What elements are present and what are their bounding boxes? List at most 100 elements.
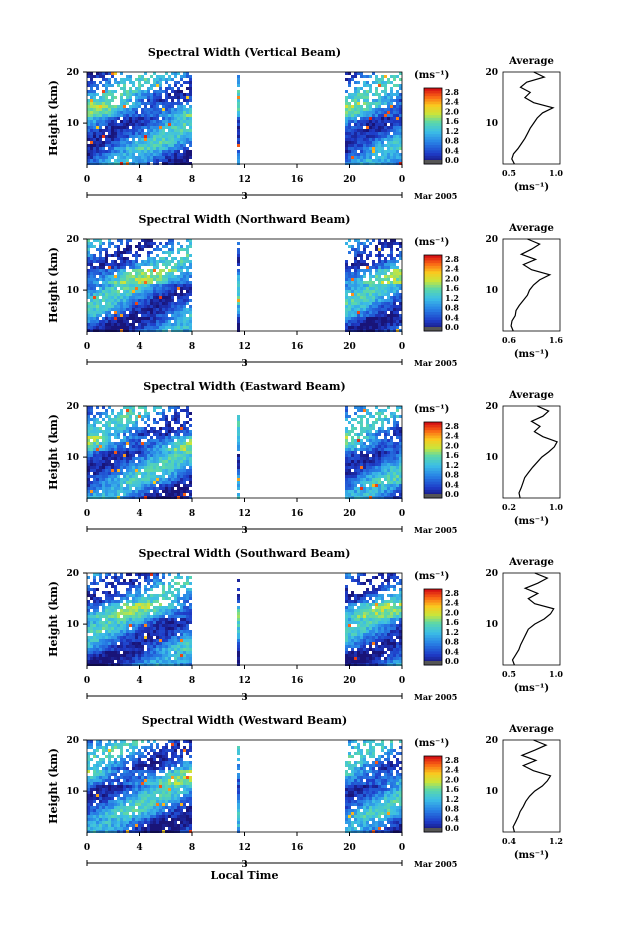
heatmap-cell [147,323,150,326]
heatmap-cell [159,150,162,153]
heatmap-cell [156,496,159,499]
heatmap-cell [123,278,126,281]
heatmap-cell [393,487,396,490]
heatmap-cell [363,132,366,135]
x-tick-label: 0 [399,342,405,352]
heatmap-cell [114,633,117,636]
heatmap-cell [147,412,150,415]
heatmap-cell [396,475,399,478]
heatmap-cell [117,123,120,126]
heatmap-cell [381,299,384,302]
heatmap-cell [345,406,348,409]
heatmap-cell [189,254,192,257]
heatmap-cell [153,111,156,114]
heatmap-cell [189,120,192,123]
colorbar-tick-label: 0.0 [445,489,459,499]
heatmap-cell [150,299,153,302]
colorbar-swatch [424,104,442,108]
heatmap-cell [177,156,180,159]
heatmap-cell [180,266,183,269]
heatmap-cell [108,147,111,150]
heatmap-cell [171,442,174,445]
heatmap-cell [165,445,168,448]
heatmap-cell [108,84,111,87]
heatmap-cell [363,430,366,433]
heatmap-cell [156,311,159,314]
heatmap-cell [237,481,240,484]
heatmap-cell [96,457,99,460]
heatmap-cell [135,496,138,499]
heatmap-cell [147,281,150,284]
heatmap-cell [90,624,93,627]
colorbar-tick-label: 1.6 [445,283,459,293]
heatmap-cell [399,281,402,284]
colorbar-frame [423,254,443,332]
heatmap-cell [183,472,186,475]
heatmap-cell [102,648,105,651]
heatmap-cell [372,239,375,242]
colorbar-swatch [424,271,442,275]
heatmap-cell [384,469,387,472]
heatmap-cell [348,305,351,308]
date-label: Mar 2005 [414,525,457,535]
heatmap-cell [105,624,108,627]
heatmap-cell [363,469,366,472]
heatmap-cell [102,642,105,645]
heatmap-cell [180,463,183,466]
heatmap-cell [396,129,399,132]
heatmap-cell [159,308,162,311]
heatmap-cell [348,123,351,126]
heatmap-cell [117,126,120,129]
heatmap-cell [156,150,159,153]
heatmap-cell [138,147,141,150]
heatmap-cell [99,132,102,135]
heatmap-cell [189,263,192,266]
heatmap-cell [105,272,108,275]
heatmap-cell [171,105,174,108]
heatmap-cell [168,111,171,114]
heatmap-cell [351,144,354,147]
heatmap-cell [138,263,141,266]
heatmap-cell [369,150,372,153]
heatmap-cell [111,487,114,490]
colorbar-tick-label: 0.8 [445,303,459,313]
heatmap-cell [390,284,393,287]
heatmap-cell [360,415,363,418]
heatmap-cell [378,141,381,144]
heatmap-cell [135,314,138,317]
heatmap-cell [177,284,180,287]
heatmap-cell [141,99,144,102]
heatmap-cell [174,84,177,87]
colorbar-swatch [424,295,442,299]
heatmap-cell [360,278,363,281]
heatmap-cell [186,108,189,111]
heatmap-cell [126,108,129,111]
heatmap-cell [390,99,393,102]
heatmap-cell [360,466,363,469]
average-title: Average [508,56,554,67]
heatmap-cell [183,433,186,436]
heatmap-cell [120,606,123,609]
heatmap-cell [168,114,171,117]
heatmap-cell [105,415,108,418]
heatmap-cell [372,72,375,75]
heatmap-cell [165,454,168,457]
heatmap-cell [369,320,372,323]
heatmap-cell [105,496,108,499]
heatmap-cell [129,633,132,636]
heatmap-cell [387,317,390,320]
heatmap-cell [357,138,360,141]
heatmap-cell [396,123,399,126]
heatmap-cell [99,141,102,144]
heatmap-cell [114,138,117,141]
heatmap-cell [144,472,147,475]
heatmap-cell [366,132,369,135]
heatmap-cell [90,645,93,648]
heatmap-cell [117,457,120,460]
heatmap-cell [354,439,357,442]
heatmap-cell [156,135,159,138]
heatmap-cell [87,296,90,299]
heatmap-cell [147,81,150,84]
heatmap-cell [156,260,159,263]
heatmap-cell [174,159,177,162]
